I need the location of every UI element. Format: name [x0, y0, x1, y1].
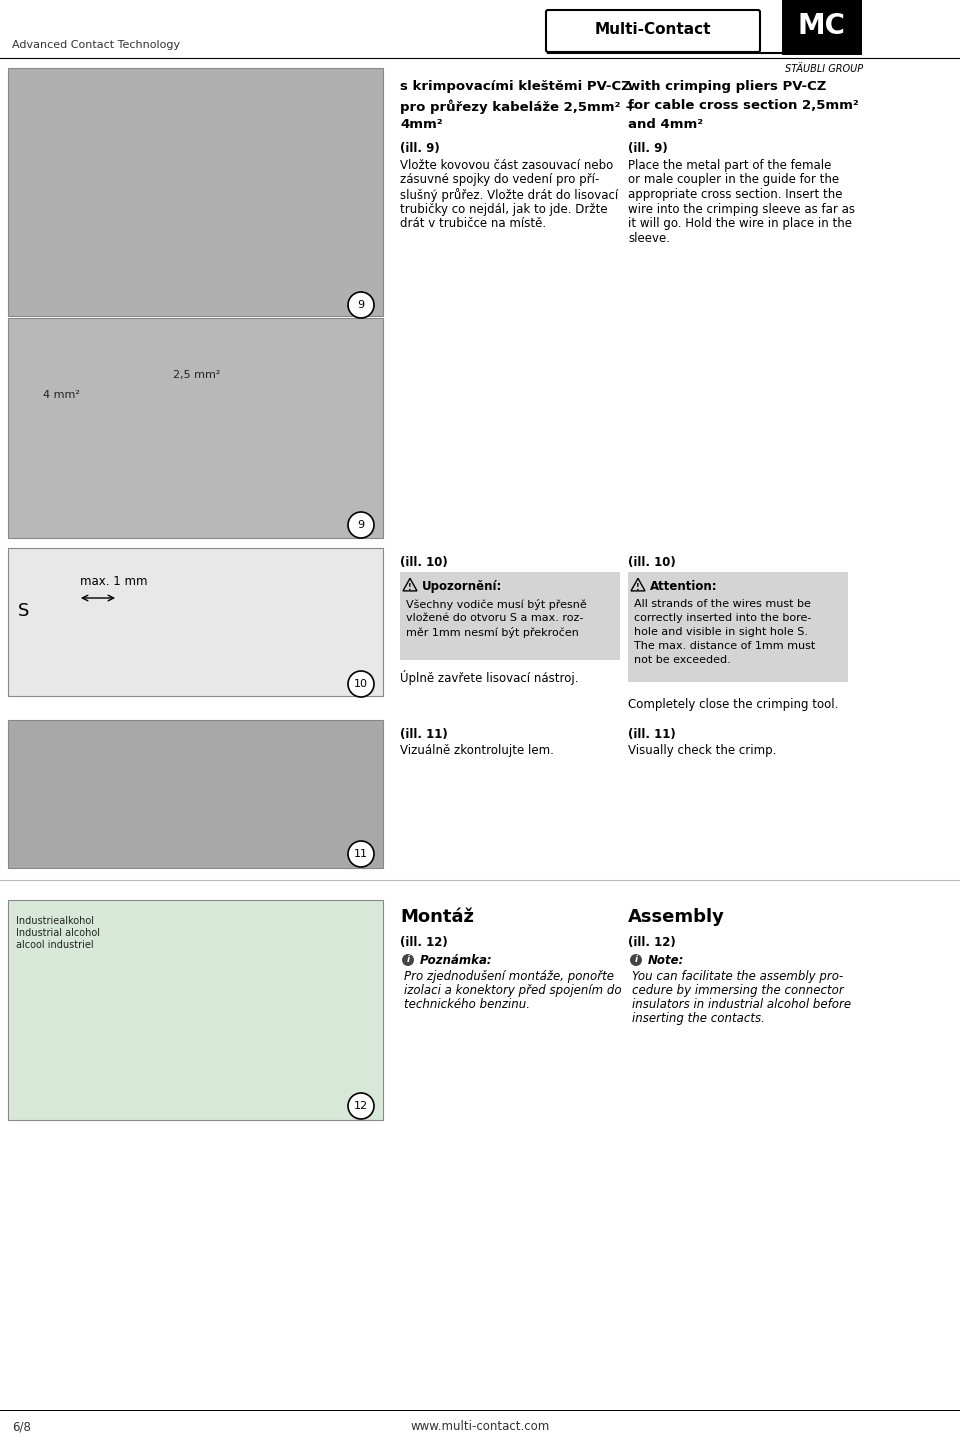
Text: correctly inserted into the bore-: correctly inserted into the bore-	[634, 613, 811, 623]
Text: Upozornění:: Upozornění:	[422, 580, 502, 593]
Text: 12: 12	[354, 1101, 368, 1111]
Bar	[8, 548, 383, 696]
Text: 10: 10	[354, 680, 368, 690]
Bar	[8, 900, 383, 1120]
Bar	[628, 572, 848, 682]
Circle shape	[348, 1093, 374, 1119]
Text: Visually check the crimp.: Visually check the crimp.	[628, 743, 777, 756]
Text: not be exceeded.: not be exceeded.	[634, 655, 731, 665]
Text: appropriate cross section. Insert the: appropriate cross section. Insert the	[628, 188, 843, 201]
Text: (ill. 10): (ill. 10)	[628, 556, 676, 569]
Circle shape	[630, 953, 642, 966]
Bar	[400, 572, 620, 659]
Text: 11: 11	[354, 849, 368, 859]
Text: Assembly: Assembly	[628, 909, 725, 926]
Text: 4mm²: 4mm²	[400, 117, 443, 130]
Text: !: !	[636, 582, 639, 591]
Text: drát v trubičce na místě.: drát v trubičce na místě.	[400, 217, 546, 230]
Text: (ill. 11): (ill. 11)	[628, 727, 676, 740]
Text: (ill. 10): (ill. 10)	[400, 556, 447, 569]
Text: it will go. Hold the wire in place in the: it will go. Hold the wire in place in th…	[628, 217, 852, 230]
Text: 4 mm²: 4 mm²	[43, 390, 80, 400]
Text: (ill. 12): (ill. 12)	[628, 936, 676, 949]
Text: Note:: Note:	[648, 953, 684, 966]
Text: !: !	[408, 582, 412, 591]
Text: You can facilitate the assembly pro-: You can facilitate the assembly pro-	[632, 969, 843, 982]
Circle shape	[402, 953, 414, 966]
Text: zásuvné spojky do vedení pro pří-: zásuvné spojky do vedení pro pří-	[400, 174, 599, 187]
Circle shape	[348, 840, 374, 867]
Text: inserting the contacts.: inserting the contacts.	[632, 1011, 765, 1024]
Text: hole and visible in sight hole S.: hole and visible in sight hole S.	[634, 627, 808, 638]
Text: 6/8: 6/8	[12, 1420, 31, 1433]
Text: 9: 9	[357, 300, 365, 310]
Text: slušný průřez. Vložte drát do lisovací: slušný průřez. Vložte drát do lisovací	[400, 188, 618, 201]
Bar	[8, 317, 383, 538]
Text: Multi-Contact: Multi-Contact	[595, 23, 711, 38]
Text: Vizuálně zkontrolujte lem.: Vizuálně zkontrolujte lem.	[400, 743, 554, 756]
Text: Place the metal part of the female: Place the metal part of the female	[628, 159, 831, 172]
Text: with crimping pliers PV-CZ: with crimping pliers PV-CZ	[628, 80, 827, 93]
Text: sleeve.: sleeve.	[628, 232, 670, 245]
Bar	[782, 0, 862, 55]
Text: The max. distance of 1mm must: The max. distance of 1mm must	[634, 640, 815, 651]
Text: max. 1 mm: max. 1 mm	[80, 575, 148, 588]
Text: (ill. 9): (ill. 9)	[400, 142, 440, 155]
Text: trubičky co nejdál, jak to jde. Držte: trubičky co nejdál, jak to jde. Držte	[400, 203, 608, 216]
Text: Advanced Contact Technology: Advanced Contact Technology	[12, 41, 180, 51]
Text: All strands of the wires must be: All strands of the wires must be	[634, 598, 811, 609]
Text: alcool industriel: alcool industriel	[16, 940, 94, 951]
Bar	[8, 68, 383, 316]
Text: Completely close the crimping tool.: Completely close the crimping tool.	[628, 698, 838, 711]
Text: insulators in industrial alcohol before: insulators in industrial alcohol before	[632, 998, 852, 1011]
Text: Poznámka:: Poznámka:	[420, 953, 492, 966]
Text: MC: MC	[798, 12, 846, 41]
Text: Vložte kovovou část zasouvací nebo: Vložte kovovou část zasouvací nebo	[400, 159, 613, 172]
Text: 9: 9	[357, 520, 365, 530]
Text: (ill. 12): (ill. 12)	[400, 936, 447, 949]
Text: vložené do otvoru S a max. roz-: vložené do otvoru S a max. roz-	[406, 613, 584, 623]
Circle shape	[348, 671, 374, 697]
Text: izolaci a konektory před spojením do: izolaci a konektory před spojením do	[404, 984, 622, 997]
Text: technického benzinu.: technického benzinu.	[404, 998, 530, 1011]
Text: STÄUBLI GROUP: STÄUBLI GROUP	[785, 64, 863, 74]
Text: Pro zjednodušení montáže, ponořte: Pro zjednodušení montáže, ponořte	[404, 969, 614, 982]
Text: wire into the crimping sleeve as far as: wire into the crimping sleeve as far as	[628, 203, 855, 216]
Text: cedure by immersing the connector: cedure by immersing the connector	[632, 984, 844, 997]
Circle shape	[348, 511, 374, 538]
Text: Všechny vodiče musí být přesně: Všechny vodiče musí být přesně	[406, 598, 587, 610]
Text: i: i	[635, 955, 637, 965]
Text: and 4mm²: and 4mm²	[628, 117, 703, 130]
Text: i: i	[406, 955, 410, 965]
Text: (ill. 11): (ill. 11)	[400, 727, 447, 740]
Text: Attention:: Attention:	[650, 580, 718, 593]
Text: Úplně zavřete lisovací nástroj.: Úplně zavřete lisovací nástroj.	[400, 669, 579, 685]
FancyBboxPatch shape	[546, 10, 760, 52]
Text: S: S	[18, 601, 30, 620]
Circle shape	[348, 293, 374, 317]
Text: or male coupler in the guide for the: or male coupler in the guide for the	[628, 174, 839, 187]
Text: Industrial alcohol: Industrial alcohol	[16, 927, 100, 938]
Text: pro průřezy kabeláže 2,5mm² +: pro průřezy kabeláže 2,5mm² +	[400, 99, 636, 113]
Text: Montáž: Montáž	[400, 909, 474, 926]
Text: s krimpovacími kleštěmi PV-CZ: s krimpovacími kleštěmi PV-CZ	[400, 80, 631, 93]
Text: Industriealkohol: Industriealkohol	[16, 916, 94, 926]
Text: www.multi-contact.com: www.multi-contact.com	[410, 1420, 550, 1433]
Text: měr 1mm nesmí být překročen: měr 1mm nesmí být překročen	[406, 627, 579, 638]
Text: 2,5 mm²: 2,5 mm²	[173, 369, 221, 380]
Text: (ill. 9): (ill. 9)	[628, 142, 668, 155]
Bar	[8, 720, 383, 868]
Text: for cable cross section 2,5mm²: for cable cross section 2,5mm²	[628, 99, 859, 112]
